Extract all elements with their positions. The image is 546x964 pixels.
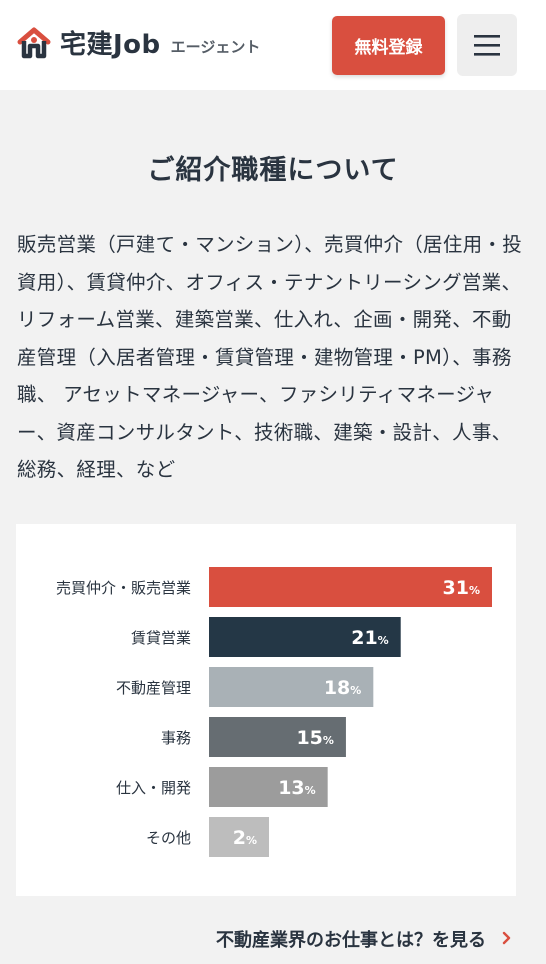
bar	[209, 817, 269, 857]
job-share-chart: 売買仲介・販売営業 31% 賃貸営業 21% 不動産管理 18% 事務 15% 仕入・開発 13%…	[16, 524, 516, 896]
section-title: ご紹介職種について	[147, 155, 399, 186]
bar-category-label: その他	[146, 829, 191, 847]
site-header: 宅建Job エージェント 無料登録	[0, 0, 546, 90]
menu-button[interactable]	[457, 14, 517, 76]
site-logo[interactable]: 宅建Job エージェント	[16, 24, 260, 61]
bar-category-label: 不動産管理	[116, 679, 191, 697]
bar-category-label: 売買仲介・販売営業	[56, 579, 191, 597]
industry-info-link[interactable]: 不動産業界のお仕事とは？を見る	[216, 926, 512, 952]
house-logo-icon	[17, 27, 51, 58]
logo-subtext: エージェント	[170, 38, 261, 56]
industry-info-link-label: 不動産業界のお仕事とは？を見る	[216, 930, 486, 951]
logo-text: 宅建Job	[60, 30, 161, 60]
bar-value-label: 15%	[296, 727, 333, 749]
bar-value-label: 18%	[324, 677, 361, 699]
bar-chart-svg: 売買仲介・販売営業 31% 賃貸営業 21% 不動産管理 18% 事務 15% 仕入・開発 13%…	[56, 567, 492, 857]
bar-category-label: 賃貸営業	[131, 629, 191, 647]
bar-category-label: 事務	[161, 729, 191, 747]
bar-category-label: 仕入・開発	[116, 779, 191, 797]
chevron-right-icon	[502, 929, 512, 950]
bar-value-label: 2%	[233, 827, 257, 849]
hamburger-menu-icon	[474, 35, 500, 56]
signup-button[interactable]: 無料登録	[332, 16, 445, 75]
bar-value-label: 13%	[278, 777, 315, 799]
job-types-text: 販売営業（戸建て・マンション）、売買仲介（居住用・投資用）、賃貸仲介、オフィス・…	[17, 233, 523, 481]
bar-value-label: 21%	[351, 627, 388, 649]
bar	[209, 567, 492, 607]
bar	[209, 617, 401, 657]
bar	[209, 767, 328, 807]
bar-value-label: 31%	[443, 577, 480, 599]
bar	[209, 717, 346, 757]
bar	[209, 667, 374, 707]
